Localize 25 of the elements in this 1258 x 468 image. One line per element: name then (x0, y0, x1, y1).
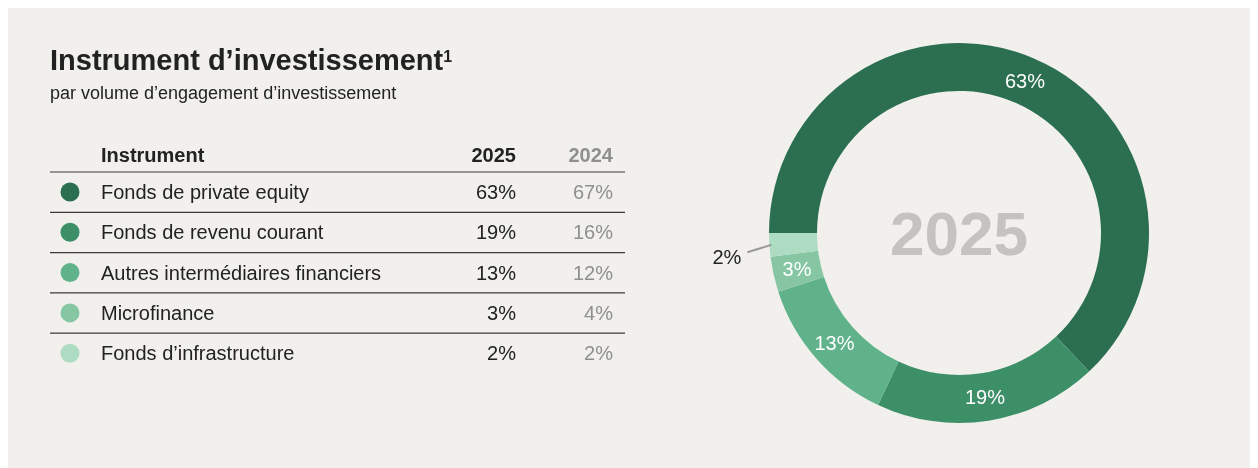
text: 19% (475, 221, 516, 244)
text: 12% (572, 261, 614, 284)
text: 13% (475, 261, 516, 284)
legend-label: Autres intermédiaires financiers (101, 261, 382, 284)
text: 2025 (471, 144, 516, 166)
legend-label: Fonds de revenu courant (101, 221, 324, 244)
text: 3% (487, 301, 516, 324)
legend-label: Fonds d’infrastructure (101, 342, 295, 365)
data-label: 2% (712, 246, 742, 269)
legend-title: Instrument (101, 144, 205, 166)
legend-label: Fonds de private equity (101, 181, 309, 203)
data-label: 63% (1004, 69, 1046, 92)
text: 2% (487, 342, 516, 365)
text: 2024 (568, 144, 614, 166)
chart-title: Instrument d’investissement$^{1}$ (50, 44, 453, 76)
legend-label: Microfinance (101, 301, 215, 324)
text: 16% (572, 221, 614, 244)
data-label: 13% (814, 331, 855, 354)
text: 63% (475, 181, 516, 203)
data-label: 19% (964, 385, 1006, 408)
text: par volume d’engagement d’investissement (50, 83, 397, 103)
text: 2% (584, 342, 614, 365)
text: 67% (572, 181, 614, 203)
text: 4% (584, 301, 614, 324)
data-label: 3% (782, 258, 812, 281)
